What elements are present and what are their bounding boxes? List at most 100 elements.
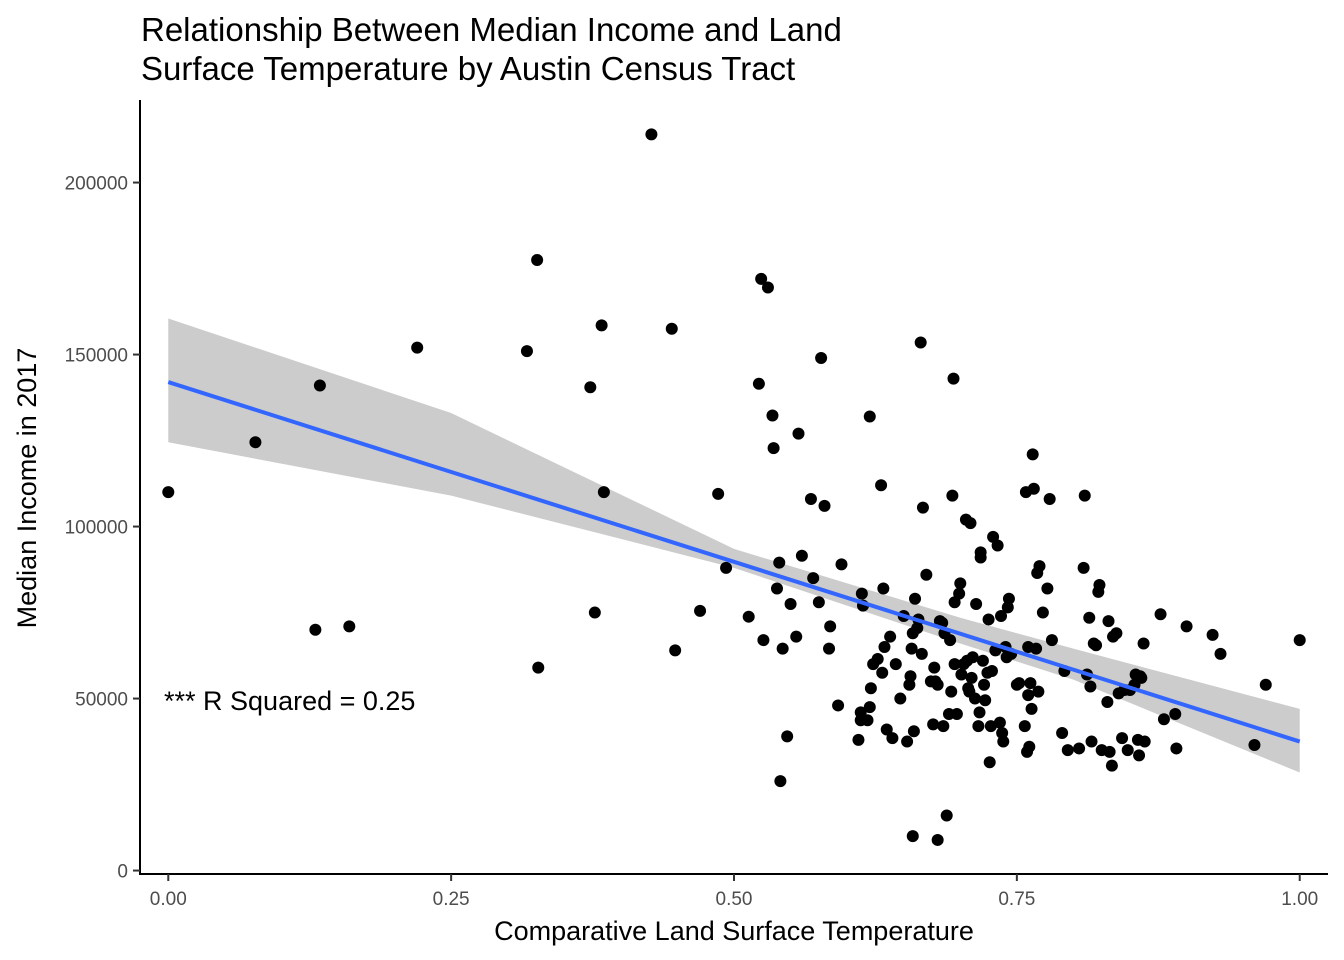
data-point	[1138, 735, 1151, 748]
data-point	[720, 561, 733, 574]
data-point	[937, 720, 950, 733]
data-point	[1056, 726, 1069, 739]
data-point	[1073, 742, 1086, 755]
data-point	[823, 642, 836, 655]
data-point	[1180, 620, 1193, 633]
data-point	[1013, 677, 1026, 690]
data-point	[894, 692, 907, 705]
data-point	[978, 678, 991, 691]
y-axis-title: Median Income in 2017	[12, 348, 42, 629]
r-squared-annotation: *** R Squared = 0.25	[164, 686, 415, 716]
data-point	[909, 592, 922, 605]
x-tick-label: 0.75	[998, 889, 1035, 910]
data-point	[249, 436, 262, 449]
data-point	[948, 658, 961, 671]
data-point	[1248, 739, 1261, 751]
data-point	[824, 620, 837, 633]
data-point	[995, 610, 1008, 622]
data-point	[1170, 742, 1183, 755]
data-point	[875, 479, 888, 492]
data-point	[970, 597, 983, 610]
data-point	[770, 582, 783, 595]
data-point	[818, 499, 831, 512]
data-point	[979, 694, 992, 707]
x-tick-label: 1.00	[1281, 889, 1318, 910]
data-point	[931, 678, 944, 691]
data-point	[1032, 685, 1045, 698]
data-point	[920, 568, 933, 581]
data-point	[1101, 696, 1114, 708]
data-point	[1026, 448, 1039, 461]
y-tick-label: 150000	[65, 346, 128, 367]
data-point	[945, 685, 958, 698]
data-point	[863, 410, 876, 423]
x-tick-label: 0.50	[716, 889, 753, 910]
data-point	[940, 809, 953, 822]
data-point	[781, 730, 794, 743]
data-point	[1018, 720, 1031, 733]
data-point	[767, 442, 780, 455]
data-point	[531, 253, 544, 266]
x-axis-title: Comparative Land Surface Temperature	[494, 916, 974, 946]
axes-layer: 0.00 0.25 0.50 0.75 1.00 0 50000 100000 150000 20…	[65, 100, 1328, 910]
data-point	[815, 352, 828, 364]
x-tick-label: 0.25	[433, 889, 470, 910]
data-point	[1084, 680, 1097, 693]
data-point	[804, 493, 817, 506]
data-point	[645, 128, 658, 141]
chart-title: Relationship Between Median Income and L…	[141, 11, 842, 87]
data-point	[1025, 702, 1038, 715]
data-point	[1083, 611, 1096, 624]
data-point	[907, 725, 920, 738]
data-point	[776, 642, 789, 655]
data-point	[955, 668, 968, 681]
data-point	[880, 723, 893, 736]
data-point	[947, 372, 960, 385]
data-point	[1105, 759, 1118, 772]
data-point	[832, 699, 845, 712]
data-point	[1154, 608, 1167, 621]
data-point	[1116, 732, 1129, 745]
data-point	[411, 341, 424, 354]
data-point	[1023, 740, 1036, 753]
data-point	[964, 517, 977, 530]
data-point	[597, 486, 610, 499]
confidence-band-layer	[168, 318, 1300, 773]
data-point	[855, 587, 868, 600]
data-point	[1259, 678, 1272, 691]
data-point	[1121, 744, 1134, 757]
data-point	[694, 604, 707, 617]
data-point	[889, 658, 902, 671]
data-point	[914, 336, 927, 349]
data-point	[852, 733, 865, 746]
data-point	[1110, 627, 1123, 640]
data-point	[584, 381, 597, 394]
data-point	[972, 720, 985, 733]
data-point	[712, 487, 725, 500]
data-point	[950, 708, 963, 721]
data-point	[343, 620, 356, 633]
data-point	[795, 549, 808, 562]
data-point	[1078, 489, 1091, 502]
data-point	[766, 409, 779, 422]
data-point	[520, 345, 533, 358]
data-point	[755, 272, 768, 285]
data-point	[944, 634, 957, 647]
data-point	[904, 670, 917, 683]
data-point	[1022, 689, 1035, 702]
data-point	[886, 732, 899, 745]
data-point	[532, 661, 545, 674]
data-point	[752, 377, 765, 390]
data-point	[1036, 606, 1049, 619]
data-point	[976, 654, 989, 667]
data-point	[1027, 482, 1040, 495]
data-point	[774, 775, 787, 788]
data-point	[905, 642, 918, 655]
data-point	[757, 634, 770, 647]
data-point	[878, 640, 891, 653]
data-point	[915, 647, 928, 660]
data-point	[1024, 677, 1037, 690]
data-point	[1293, 634, 1306, 647]
data-point	[916, 501, 929, 514]
